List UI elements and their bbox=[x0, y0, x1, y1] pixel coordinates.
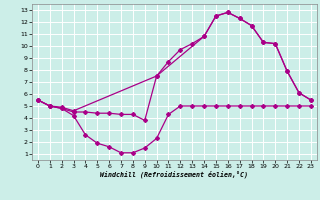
X-axis label: Windchill (Refroidissement éolien,°C): Windchill (Refroidissement éolien,°C) bbox=[100, 171, 248, 178]
